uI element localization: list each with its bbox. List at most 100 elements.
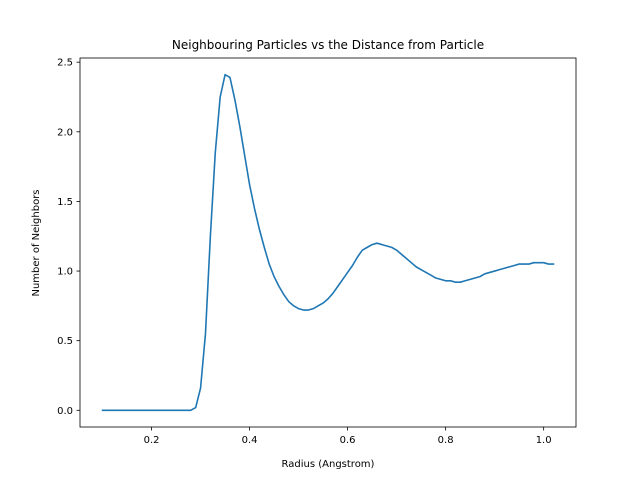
series-point: [440, 279, 441, 280]
series-point: [543, 262, 544, 263]
x-axis-ticks: 0.2 0.4 0.6 0.8 1.0: [144, 427, 552, 446]
series-point: [455, 282, 456, 283]
series-point: [225, 74, 226, 75]
series-point: [362, 250, 363, 251]
series-point: [553, 264, 554, 265]
series-point: [239, 126, 240, 127]
series-point: [161, 410, 162, 411]
series-point: [323, 303, 324, 304]
series-point: [278, 286, 279, 287]
series-point: [489, 272, 490, 273]
series-point: [283, 294, 284, 295]
x-tick-label: 0.2: [144, 435, 160, 446]
series-point: [141, 410, 142, 411]
series-point: [303, 310, 304, 311]
series-point: [533, 262, 534, 263]
series-point: [479, 276, 480, 277]
series-point: [426, 272, 427, 273]
series-point: [411, 262, 412, 263]
series-point: [190, 410, 191, 411]
series-point: [234, 99, 235, 100]
series-point: [524, 264, 525, 265]
series-point: [519, 264, 520, 265]
series-point: [185, 410, 186, 411]
series-point: [171, 410, 172, 411]
series-point: [357, 257, 358, 258]
series-point: [435, 278, 436, 279]
series-point: [465, 280, 466, 281]
y-tick-label: 1.5: [57, 197, 73, 208]
series-point: [406, 258, 407, 259]
series-point: [528, 264, 529, 265]
series-point: [377, 243, 378, 244]
series-point: [494, 271, 495, 272]
series-point: [421, 269, 422, 270]
series-layer: [101, 73, 555, 412]
series-point: [548, 264, 549, 265]
series-point: [470, 279, 471, 280]
series-point: [386, 245, 387, 246]
series-point: [504, 268, 505, 269]
series-point: [205, 333, 206, 334]
x-tick-label: 1.0: [536, 435, 552, 446]
series-point: [450, 280, 451, 281]
series-point: [475, 278, 476, 279]
series-point: [288, 301, 289, 302]
series-point: [332, 293, 333, 294]
y-tick-label: 2.5: [57, 58, 73, 69]
series-point: [484, 273, 485, 274]
x-axis-label: Radius (Angstrom): [282, 459, 375, 470]
series-point: [391, 247, 392, 248]
series-point: [367, 247, 368, 248]
series-point: [122, 410, 123, 411]
series-point: [102, 410, 103, 411]
series-point: [274, 276, 275, 277]
y-axis-ticks: 0.0 0.5 1.0 1.5 2.0 2.5: [57, 58, 80, 417]
y-tick-label: 0.5: [57, 336, 73, 347]
series-point: [131, 410, 132, 411]
series-point: [298, 308, 299, 309]
series-point: [308, 310, 309, 311]
series-point: [313, 308, 314, 309]
series-point: [337, 286, 338, 287]
series-point: [381, 244, 382, 245]
series-point: [318, 305, 319, 306]
chart-title: Neighbouring Particles vs the Distance f…: [172, 38, 484, 52]
series-point: [352, 265, 353, 266]
x-tick-label: 0.6: [340, 435, 356, 446]
y-tick-label: 1.0: [57, 267, 73, 278]
series-point: [460, 282, 461, 283]
series-point: [499, 269, 500, 270]
series-point: [215, 152, 216, 153]
plot-frame: [79, 57, 577, 428]
series-point: [396, 250, 397, 251]
x-tick-label: 0.8: [438, 435, 454, 446]
series-point: [372, 244, 373, 245]
series-line: [101, 73, 555, 412]
series-point: [509, 266, 510, 267]
series-point: [293, 305, 294, 306]
series-point: [249, 184, 250, 185]
series-point: [259, 229, 260, 230]
series-point: [195, 407, 196, 408]
series-point: [328, 298, 329, 299]
y-tick-label: 2.0: [57, 127, 73, 138]
series-point: [200, 388, 201, 389]
series-point: [269, 264, 270, 265]
series-point: [416, 266, 417, 267]
series-point: [538, 262, 539, 263]
series-point: [180, 410, 181, 411]
series-point: [430, 275, 431, 276]
series-point: [445, 280, 446, 281]
series-point: [244, 155, 245, 156]
y-tick-label: 0.0: [57, 406, 73, 417]
series-point: [401, 254, 402, 255]
series-point: [264, 247, 265, 248]
series-point: [210, 236, 211, 237]
y-axis-label: Number of Neighbors: [31, 189, 42, 296]
series-point: [514, 265, 515, 266]
series-point: [220, 96, 221, 97]
series-point: [229, 77, 230, 78]
